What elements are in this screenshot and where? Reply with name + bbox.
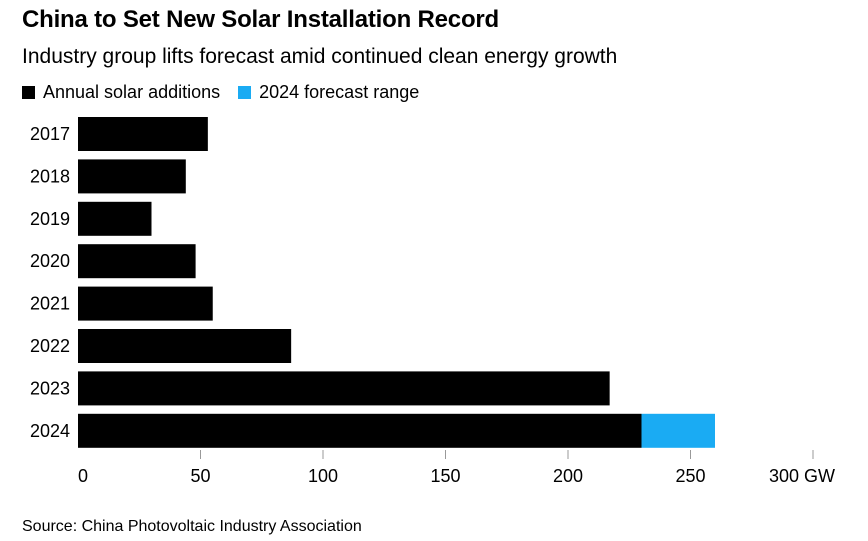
category-label-2020: 2020 [30, 251, 70, 271]
legend-item-forecast: 2024 forecast range [238, 82, 419, 103]
legend-swatch-annual [22, 86, 35, 99]
category-label-2017: 2017 [30, 124, 70, 144]
category-label-2019: 2019 [30, 209, 70, 229]
bar-annual-2023 [78, 371, 610, 406]
chart-title: China to Set New Solar Installation Reco… [22, 6, 500, 33]
legend-item-annual: Annual solar additions [22, 82, 220, 103]
bar-annual-2017 [78, 117, 208, 151]
category-label-2023: 2023 [30, 378, 70, 398]
source-note: Source: China Photovoltaic Industry Asso… [22, 518, 362, 535]
legend-label-annual: Annual solar additions [43, 82, 221, 102]
legend-label-forecast: 2024 forecast range [259, 82, 420, 102]
bar-forecast-2024 [641, 413, 715, 448]
category-label-2022: 2022 [30, 336, 70, 356]
bar-annual-2022 [78, 329, 292, 363]
legend-swatch-forecast [238, 86, 252, 99]
category-label-2024: 2024 [30, 421, 70, 441]
x-tick-label-150: 150 [430, 466, 460, 486]
x-tick-label-100: 100 [308, 466, 338, 486]
x-tick-label-200: 200 [553, 466, 583, 486]
x-tick-label-0: 0 [78, 466, 88, 486]
bar-annual-2018 [78, 159, 186, 194]
x-tick-label-250: 250 [675, 466, 705, 486]
bar-annual-2020 [78, 244, 196, 279]
bar-annual-2021 [78, 286, 213, 321]
x-tick-label-50: 50 [190, 466, 210, 486]
chart-subtitle: Industry group lifts forecast amid conti… [22, 45, 618, 68]
bar-annual-2024 [78, 413, 642, 448]
chart-legend: Annual solar additions 2024 forecast ran… [22, 82, 437, 103]
x-tick-label-300: 300 GW [769, 466, 835, 486]
category-label-2021: 2021 [30, 294, 70, 314]
bar-annual-2019 [78, 201, 152, 236]
category-label-2018: 2018 [30, 166, 70, 186]
